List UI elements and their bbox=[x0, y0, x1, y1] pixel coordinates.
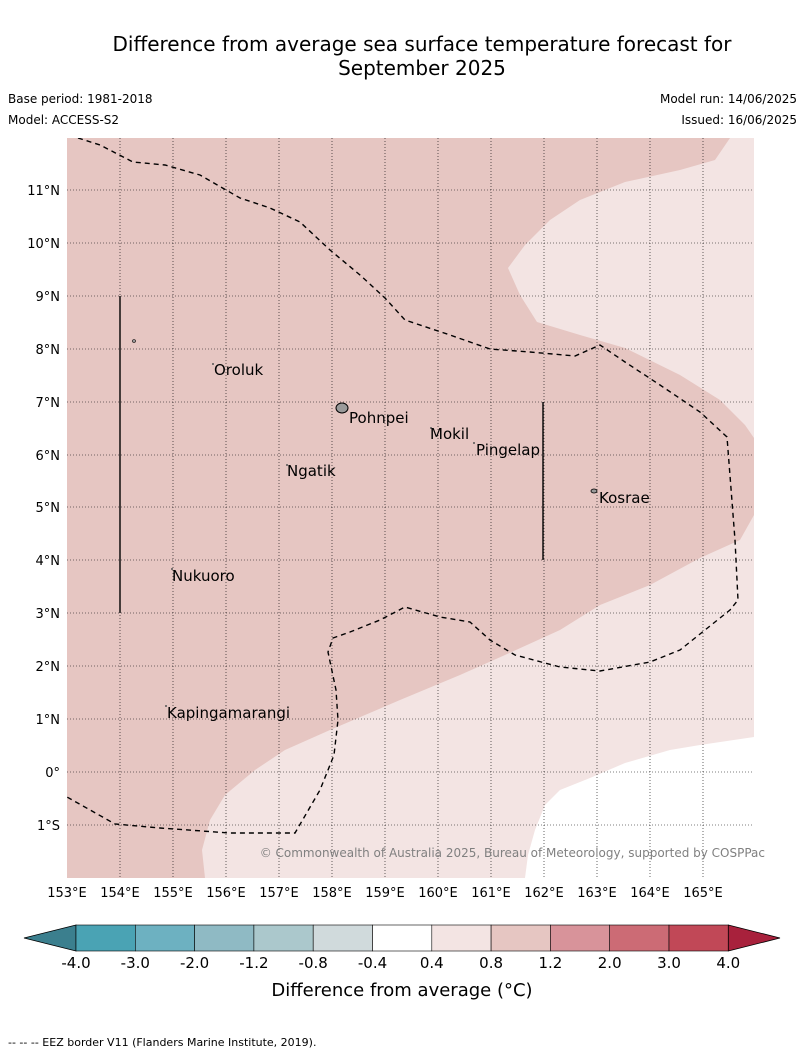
colorbar-swatch bbox=[312, 924, 373, 952]
colorbar: -4.0 -3.0 -2.0 -1.2 -0.8 -0.4 0.4 0.8 1.2 2.0 3.0 4… bbox=[23, 924, 781, 972]
colorbar-swatch bbox=[490, 924, 551, 952]
lon-tick-label: 165°E bbox=[683, 886, 723, 900]
lon-tick-label: 160°E bbox=[418, 886, 458, 900]
title-line-1: Difference from average sea surface temp… bbox=[112, 32, 732, 56]
colorbar-swatch bbox=[135, 924, 195, 952]
title-line-2: September 2025 bbox=[338, 56, 506, 80]
island-label-pohnpei: Pohnpei bbox=[349, 409, 409, 427]
colorbar-tick-label: 0.8 bbox=[479, 954, 503, 972]
colorbar-tick-label: -4.0 bbox=[61, 954, 90, 972]
colorbar-tick-label: -0.8 bbox=[299, 954, 328, 972]
colorbar-swatch bbox=[253, 924, 314, 952]
anomaly-fill-neutral bbox=[525, 737, 754, 878]
lat-tick-label: 6°N bbox=[36, 449, 61, 464]
colorbar-tick-label: 4.0 bbox=[716, 954, 740, 972]
lon-tick-label: 161°E bbox=[471, 886, 511, 900]
lon-tick-label: 157°E bbox=[259, 886, 299, 900]
lat-tick-label: 11°N bbox=[27, 184, 60, 199]
lat-tick-label: 2°N bbox=[36, 660, 61, 675]
colorbar-extend-high bbox=[727, 924, 781, 952]
colorbar-swatch bbox=[75, 924, 136, 952]
lat-tick-label: 4°N bbox=[36, 554, 61, 569]
lat-tick-label: 1°S bbox=[37, 819, 60, 834]
eez-footnote: -- -- -- EEZ border V11 (Flanders Marine… bbox=[8, 1036, 317, 1049]
colorbar-swatch bbox=[668, 924, 729, 952]
copyright-notice: © Commonwealth of Australia 2025, Bureau… bbox=[260, 846, 765, 860]
model-run: Model run: 14/06/2025 bbox=[659, 92, 797, 106]
colorbar-tick-label: 2.0 bbox=[598, 954, 622, 972]
lat-tick-label: 9°N bbox=[36, 290, 61, 305]
colorbar-swatch bbox=[609, 924, 670, 952]
lat-tick-label: 5°N bbox=[36, 501, 61, 516]
lon-tick-label: 153°E bbox=[47, 886, 87, 900]
lat-tick-label: 1°N bbox=[36, 713, 61, 728]
colorbar-swatch bbox=[550, 924, 611, 952]
island-label-ngatik: Ngatik bbox=[287, 462, 336, 480]
nukuoro-dot bbox=[171, 568, 173, 570]
island-label-nukuoro: Nukuoro bbox=[172, 567, 235, 585]
small-island bbox=[132, 339, 136, 343]
colorbar-label: Difference from average (°C) bbox=[271, 980, 533, 1001]
colorbar-swatch bbox=[372, 924, 433, 952]
colorbar-swatch bbox=[431, 924, 492, 952]
ngatik-dot bbox=[286, 464, 288, 466]
colorbar-tick-label: -3.0 bbox=[121, 954, 150, 972]
lat-tick-label: 8°N bbox=[36, 343, 61, 358]
island-label-oroluk: Oroluk bbox=[214, 361, 263, 379]
lon-tick-label: 163°E bbox=[577, 886, 617, 900]
colorbar-tick-label: 1.2 bbox=[538, 954, 562, 972]
lon-tick-label: 154°E bbox=[100, 886, 140, 900]
colorbar-tick-labels: -4.0 -3.0 -2.0 -1.2 -0.8 -0.4 0.4 0.8 1.2 2.0 3.0 4… bbox=[61, 954, 740, 972]
colorbar-swatch bbox=[194, 924, 255, 952]
chart-title: Difference from average sea surface temp… bbox=[0, 32, 804, 80]
forecast-map: Oroluk Pohnpei Mokil Pingelap Ngatik Kos… bbox=[27, 138, 765, 900]
lon-tick-label: 164°E bbox=[630, 886, 670, 900]
island-label-pingelap: Pingelap bbox=[476, 441, 540, 459]
lat-tick-label: 7°N bbox=[36, 396, 61, 411]
colorbar-tick-label: -0.4 bbox=[358, 954, 387, 972]
lat-tick-label: 0° bbox=[45, 766, 60, 781]
colorbar-tick-label: 3.0 bbox=[657, 954, 681, 972]
lon-tick-label: 156°E bbox=[206, 886, 246, 900]
lon-tick-label: 162°E bbox=[524, 886, 564, 900]
pohnpei-island bbox=[335, 402, 349, 414]
colorbar-tick-label: -1.2 bbox=[239, 954, 268, 972]
lon-tick-label: 159°E bbox=[365, 886, 405, 900]
lon-tick-label: 158°E bbox=[312, 886, 352, 900]
kosrae-island bbox=[590, 488, 598, 494]
colorbar-swatches bbox=[23, 924, 781, 952]
island-label-kapingamarangi: Kapingamarangi bbox=[167, 704, 290, 722]
base-period: Base period: 1981-2018 bbox=[8, 92, 153, 106]
anomaly-fill-low-east bbox=[202, 138, 754, 878]
model-name: Model: ACCESS-S2 bbox=[8, 113, 120, 127]
pingelap-dot bbox=[473, 442, 475, 444]
lon-tick-label: 155°E bbox=[153, 886, 193, 900]
colorbar-tick-label: -2.0 bbox=[180, 954, 209, 972]
lat-tick-label: 10°N bbox=[27, 237, 60, 252]
island-label-kosrae: Kosrae bbox=[599, 489, 650, 507]
oroluk-dot bbox=[212, 363, 214, 365]
island-label-mokil: Mokil bbox=[430, 425, 469, 443]
lat-tick-label: 3°N bbox=[36, 607, 61, 622]
mokil-dot bbox=[430, 427, 432, 429]
kapinga-dot bbox=[165, 705, 167, 707]
issued-date: Issued: 16/06/2025 bbox=[681, 113, 797, 127]
eez-border bbox=[67, 138, 739, 834]
colorbar-tick-label: 0.4 bbox=[420, 954, 444, 972]
colorbar-extend-low bbox=[23, 924, 77, 952]
